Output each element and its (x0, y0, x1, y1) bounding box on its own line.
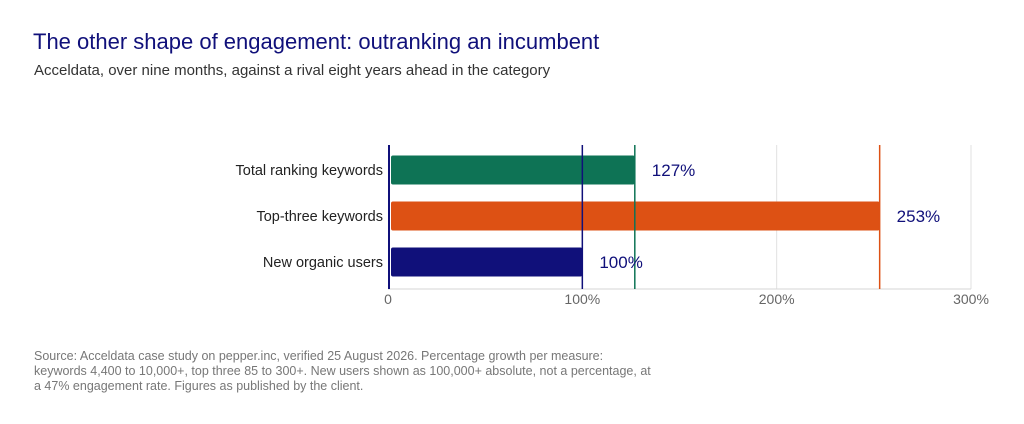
category-label: Total ranking keywords (236, 163, 384, 179)
chart-subtitle: Acceldata, over nine months, against a r… (34, 62, 551, 79)
value-label: 100% (599, 253, 642, 272)
x-tick-label: 200% (759, 291, 795, 307)
x-tick-label: 300% (953, 291, 989, 307)
bar (391, 247, 583, 277)
value-label: 127% (652, 161, 695, 180)
category-label: Top-three keywords (256, 209, 383, 225)
x-tick-label: 100% (564, 291, 600, 307)
category-label: New organic users (263, 255, 383, 271)
source-note: Source: Acceldata case study on pepper.i… (34, 349, 651, 393)
bar (391, 155, 635, 185)
chart-title: The other shape of engagement: outrankin… (33, 29, 600, 54)
x-tick-label: 0 (384, 291, 392, 307)
value-label: 253% (897, 207, 940, 226)
